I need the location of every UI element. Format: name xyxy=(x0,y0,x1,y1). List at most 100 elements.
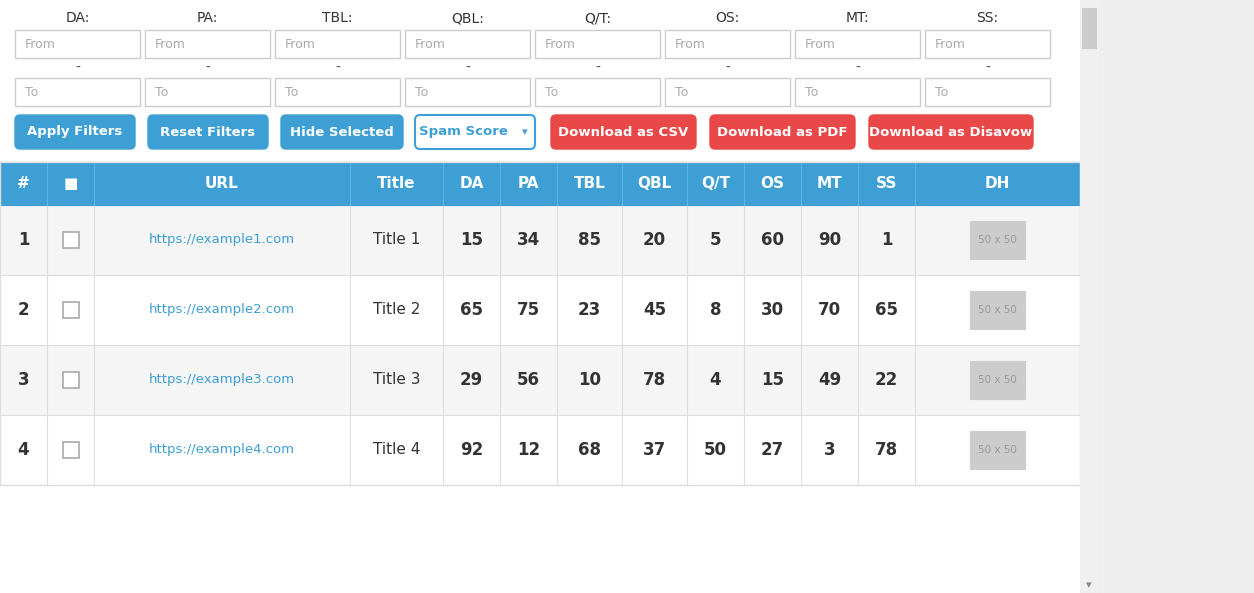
Text: From: From xyxy=(935,37,966,50)
Bar xyxy=(0,205,1080,275)
Text: Title 3: Title 3 xyxy=(372,372,420,387)
Text: 45: 45 xyxy=(643,301,666,319)
Bar xyxy=(275,78,400,106)
Text: DH: DH xyxy=(984,176,1011,191)
Text: Title 2: Title 2 xyxy=(372,302,420,317)
Bar xyxy=(63,442,79,458)
Text: -: - xyxy=(75,61,80,75)
Bar xyxy=(0,162,1080,485)
Text: -: - xyxy=(335,61,340,75)
Bar xyxy=(15,30,140,58)
Text: From: From xyxy=(285,37,316,50)
Text: -: - xyxy=(465,61,470,75)
Text: 3: 3 xyxy=(824,441,835,459)
Text: 30: 30 xyxy=(761,301,784,319)
Text: Download as Disavow: Download as Disavow xyxy=(869,126,1032,139)
Text: -: - xyxy=(725,61,730,75)
Text: Download as CSV: Download as CSV xyxy=(558,126,688,139)
Text: To: To xyxy=(285,85,298,98)
Text: 50 x 50: 50 x 50 xyxy=(978,445,1017,455)
Text: MT: MT xyxy=(816,176,843,191)
Text: 3: 3 xyxy=(18,371,29,389)
Text: 1: 1 xyxy=(18,231,29,249)
Text: DA: DA xyxy=(459,176,484,191)
Bar xyxy=(535,30,660,58)
Text: QBL: QBL xyxy=(637,176,672,191)
FancyBboxPatch shape xyxy=(869,115,1033,149)
Text: 50: 50 xyxy=(703,441,727,459)
Text: 22: 22 xyxy=(875,371,898,389)
Text: ■: ■ xyxy=(63,176,78,191)
Text: 56: 56 xyxy=(517,371,540,389)
Bar xyxy=(0,162,1080,205)
Text: DA:: DA: xyxy=(65,11,90,25)
Bar xyxy=(0,415,1080,485)
Text: OS:: OS: xyxy=(715,11,740,25)
Bar xyxy=(535,78,660,106)
Text: 85: 85 xyxy=(578,231,601,249)
Bar xyxy=(795,30,920,58)
Text: #: # xyxy=(18,176,30,191)
Text: To: To xyxy=(155,85,168,98)
Bar xyxy=(275,30,400,58)
Bar xyxy=(145,78,270,106)
Text: Title: Title xyxy=(377,176,416,191)
Text: 68: 68 xyxy=(578,441,601,459)
FancyBboxPatch shape xyxy=(551,115,696,149)
Text: 20: 20 xyxy=(643,231,666,249)
Text: https://example2.com: https://example2.com xyxy=(149,304,295,317)
Bar xyxy=(405,30,530,58)
Bar xyxy=(971,431,1025,469)
Text: Title 1: Title 1 xyxy=(372,232,420,247)
Text: MT:: MT: xyxy=(845,11,869,25)
Text: 50 x 50: 50 x 50 xyxy=(978,235,1017,245)
Text: From: From xyxy=(675,37,706,50)
FancyBboxPatch shape xyxy=(148,115,268,149)
Text: 90: 90 xyxy=(818,231,841,249)
Text: 12: 12 xyxy=(517,441,540,459)
Text: 49: 49 xyxy=(818,371,841,389)
Text: -: - xyxy=(855,61,860,75)
Text: SS: SS xyxy=(875,176,897,191)
Text: 50 x 50: 50 x 50 xyxy=(978,305,1017,315)
Text: Reset Filters: Reset Filters xyxy=(161,126,256,139)
Text: To: To xyxy=(415,85,429,98)
Text: To: To xyxy=(25,85,39,98)
Text: Q/T: Q/T xyxy=(701,176,730,191)
Text: SS:: SS: xyxy=(977,11,998,25)
Bar xyxy=(145,30,270,58)
FancyBboxPatch shape xyxy=(281,115,403,149)
Text: QBL:: QBL: xyxy=(451,11,484,25)
Text: 4: 4 xyxy=(18,441,29,459)
Text: https://example4.com: https://example4.com xyxy=(149,444,295,457)
Text: ▾: ▾ xyxy=(522,127,528,137)
Bar xyxy=(1099,0,1254,593)
Text: To: To xyxy=(675,85,688,98)
Text: To: To xyxy=(935,85,948,98)
Text: -: - xyxy=(596,61,599,75)
Text: To: To xyxy=(805,85,819,98)
Bar xyxy=(0,0,1080,593)
Bar xyxy=(665,78,790,106)
Bar xyxy=(0,345,1080,415)
Bar xyxy=(925,30,1050,58)
Text: 60: 60 xyxy=(761,231,784,249)
Bar xyxy=(971,221,1025,259)
Text: Hide Selected: Hide Selected xyxy=(290,126,394,139)
Bar xyxy=(665,30,790,58)
Bar xyxy=(925,78,1050,106)
Text: 4: 4 xyxy=(710,371,721,389)
Text: https://example1.com: https://example1.com xyxy=(149,234,295,247)
FancyBboxPatch shape xyxy=(710,115,855,149)
Text: 27: 27 xyxy=(761,441,784,459)
Bar xyxy=(1082,8,1096,48)
Text: TBL:: TBL: xyxy=(322,11,352,25)
Text: 75: 75 xyxy=(517,301,540,319)
Bar xyxy=(15,78,140,106)
Text: Spam Score: Spam Score xyxy=(419,126,508,139)
Text: To: To xyxy=(545,85,558,98)
Text: From: From xyxy=(415,37,446,50)
Text: 15: 15 xyxy=(761,371,784,389)
Text: 10: 10 xyxy=(578,371,601,389)
Text: -: - xyxy=(986,61,989,75)
